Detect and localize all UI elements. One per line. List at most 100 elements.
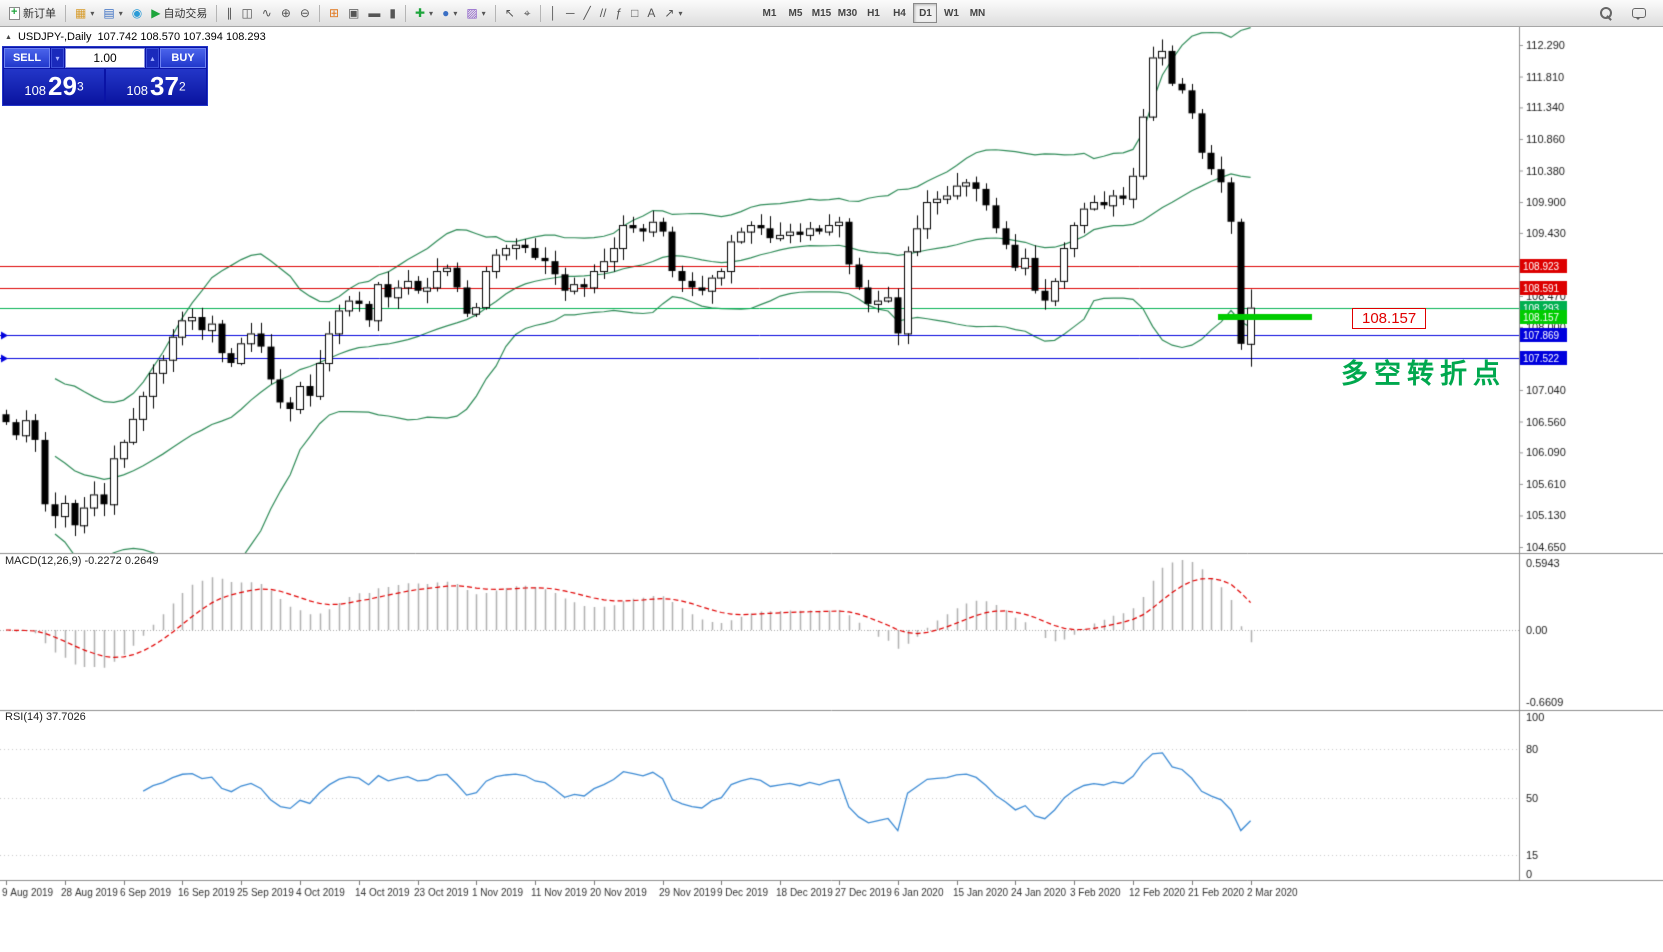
periods-icon: ● xyxy=(442,6,450,20)
volume-input[interactable] xyxy=(65,48,145,68)
timeframe-group: M1 M5 M15 M30 H1 H4 D1 W1 MN xyxy=(757,3,989,23)
chevron-down-icon: ▾ xyxy=(429,8,434,18)
ohlc-values: 107.742 108.570 107.394 108.293 xyxy=(97,31,266,43)
new-chart-icon: ▦ xyxy=(75,6,87,20)
vertical-line-icon: │ xyxy=(549,6,558,20)
toolbar-separator xyxy=(494,4,496,22)
auto-trading-icon: ▶ xyxy=(151,6,161,20)
chevron-down-icon: ▾ xyxy=(678,8,683,18)
tile-horizontal-button[interactable]: ▬ xyxy=(364,2,384,24)
horizontal-line-icon: ─ xyxy=(566,6,575,20)
chat-button[interactable] xyxy=(1628,2,1650,24)
chart-symbol-header: ▲ USDJPY-,Daily 107.742 108.570 107.394 … xyxy=(5,31,266,43)
cursor-tool-button[interactable]: ↖ xyxy=(501,2,519,24)
sell-price-prefix: 108 xyxy=(24,83,47,98)
chevron-down-icon: ▾ xyxy=(481,8,486,18)
trade-panel-top-row: SELL ▾ ▴ BUY xyxy=(4,48,206,68)
zoom-in-button[interactable]: ⊕ xyxy=(277,2,295,24)
zoom-out-button[interactable]: ⊖ xyxy=(296,2,314,24)
new-chart-button[interactable]: ▦ ▾ xyxy=(71,2,98,24)
channel-tool-button[interactable]: // xyxy=(596,2,611,24)
cursor-icon: ↖ xyxy=(504,6,515,20)
shapes-tool-button[interactable]: □ xyxy=(627,2,642,24)
cascade-windows-icon: ▣ xyxy=(348,6,360,20)
sell-price-pips: 29 xyxy=(48,71,77,101)
market-watch-button[interactable]: ◉ xyxy=(128,2,146,24)
vertical-line-tool-button[interactable]: │ xyxy=(546,2,562,24)
trendline-icon: ╱ xyxy=(583,6,591,20)
timeframe-m5[interactable]: M5 xyxy=(783,3,807,23)
trendline-tool-button[interactable]: ╱ xyxy=(580,2,595,24)
buy-price-prefix: 108 xyxy=(126,83,149,98)
timeframe-h4[interactable]: H4 xyxy=(887,3,911,23)
sell-button[interactable]: SELL xyxy=(4,48,50,68)
chevron-down-icon: ▾ xyxy=(118,8,123,18)
timeframe-h1[interactable]: H1 xyxy=(861,3,885,23)
arrow-tool-icon: ↗ xyxy=(664,6,675,20)
market-watch-icon: ◉ xyxy=(131,6,143,20)
auto-trading-label: 自动交易 xyxy=(163,8,208,20)
timeframe-d1[interactable]: D1 xyxy=(913,3,938,23)
cascade-windows-button[interactable]: ▣ xyxy=(344,2,363,24)
buy-price[interactable]: 108372 xyxy=(106,69,206,104)
profiles-icon: ▤ xyxy=(103,6,115,20)
arrow-tool-button[interactable]: ↗ ▾ xyxy=(660,2,686,24)
toolbar-separator xyxy=(318,4,320,22)
channel-icon: // xyxy=(599,6,607,20)
buy-price-point: 2 xyxy=(178,79,186,94)
volume-increase-button[interactable]: ▴ xyxy=(146,48,159,68)
periods-button[interactable]: ● ▾ xyxy=(438,2,461,24)
auto-trading-button[interactable]: ▶ 自动交易 xyxy=(147,2,211,24)
new-order-label: 新订单 xyxy=(23,8,56,20)
timeframe-m30[interactable]: M30 xyxy=(835,3,859,23)
toolbar-separator xyxy=(539,4,541,22)
candlestick-chart-type-button[interactable]: ◫ xyxy=(237,2,256,24)
trade-panel-price-row: 108293 108372 xyxy=(4,69,206,104)
timeframe-m1[interactable]: M1 xyxy=(757,3,781,23)
line-chart-type-button[interactable]: ∿ xyxy=(258,2,276,24)
timeframe-m15[interactable]: M15 xyxy=(809,3,833,23)
shapes-icon: □ xyxy=(631,6,639,20)
one-click-trading-panel: SELL ▾ ▴ BUY 108293 108372 xyxy=(2,46,208,106)
text-tool-button[interactable]: A xyxy=(643,2,659,24)
zoom-in-icon: ⊕ xyxy=(280,6,291,20)
zoom-out-icon: ⊖ xyxy=(299,6,310,20)
sell-price[interactable]: 108293 xyxy=(4,69,104,104)
bar-chart-icon: ∥ xyxy=(226,6,233,20)
new-order-button[interactable]: 新订单 xyxy=(5,2,60,24)
fibonacci-tool-button[interactable]: ƒ xyxy=(611,2,626,24)
volume-decrease-button[interactable]: ▾ xyxy=(51,48,64,68)
collapse-panel-icon[interactable]: ▲ xyxy=(5,33,12,41)
chevron-down-icon: ▾ xyxy=(453,8,458,18)
turning-point-annotation: 多空转折点 xyxy=(1341,359,1506,389)
crosshair-tool-button[interactable]: ⌖ xyxy=(520,2,535,24)
buy-button[interactable]: BUY xyxy=(160,48,206,68)
symbol-name: USDJPY-,Daily xyxy=(17,31,92,43)
search-button[interactable] xyxy=(1596,2,1616,24)
tile-windows-button[interactable]: ⊞ xyxy=(325,2,343,24)
chat-icon xyxy=(1632,8,1646,20)
toolbar-separator xyxy=(404,4,406,22)
timeframe-w1[interactable]: W1 xyxy=(939,3,963,23)
crosshair-icon: ⌖ xyxy=(523,6,531,20)
price-level-flag[interactable]: 108.157 xyxy=(1352,308,1427,329)
fibonacci-icon: ƒ xyxy=(615,6,623,20)
toolbar-separator xyxy=(65,4,66,22)
horizontal-line-tool-button[interactable]: ─ xyxy=(562,2,579,24)
toolbar-right-group xyxy=(1596,2,1658,24)
tile-vertical-button[interactable]: ▮ xyxy=(385,2,400,24)
tile-vertical-icon: ▮ xyxy=(389,6,396,20)
main-toolbar: 新订单 ▦ ▾ ▤ ▾ ◉ ▶ 自动交易 ∥ ◫ ∿ ⊕ ⊖ ⊞ xyxy=(0,0,1663,27)
indicators-button[interactable]: ✚ ▾ xyxy=(411,2,437,24)
templates-icon: ▨ xyxy=(466,6,478,20)
profiles-button[interactable]: ▤ ▾ xyxy=(99,2,126,24)
timeframe-mn[interactable]: MN xyxy=(965,3,989,23)
text-tool-icon: A xyxy=(647,6,656,20)
bar-chart-type-button[interactable]: ∥ xyxy=(222,2,236,24)
price-chart-canvas[interactable] xyxy=(0,27,1663,952)
candlestick-icon: ◫ xyxy=(241,6,253,20)
line-chart-icon: ∿ xyxy=(261,6,272,20)
templates-button[interactable]: ▨ ▾ xyxy=(462,2,489,24)
indicators-plus-icon: ✚ xyxy=(414,6,426,20)
